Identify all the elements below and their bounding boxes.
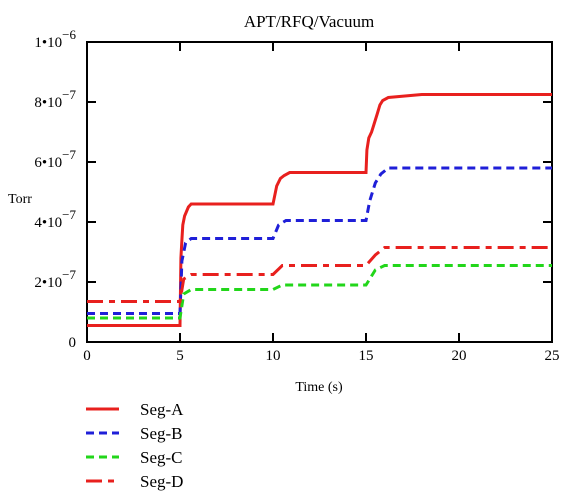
series-layer <box>87 93 552 327</box>
chart-title: APT/RFQ/Vacuum <box>244 12 374 31</box>
series-line-seg-b <box>87 166 552 315</box>
y-tick-label: 2•10−7 <box>34 267 76 291</box>
y-tick-label: 4•10−7 <box>34 207 76 231</box>
x-axis-label: Time (s) <box>295 380 343 395</box>
series-line-seg-c <box>87 264 552 320</box>
x-tick-label: 20 <box>452 348 467 364</box>
legend-label-seg-b: Seg-B <box>140 424 183 443</box>
series-line-seg-d <box>87 246 552 303</box>
y-axis: 0 2•10−7 4•10−7 6•10−7 8•10−7 1•10−6 <box>34 27 552 351</box>
plot-frame <box>86 41 553 343</box>
y-tick-label: 6•10−7 <box>34 147 76 171</box>
x-tick-label: 25 <box>545 348 560 364</box>
legend-label-seg-c: Seg-C <box>140 448 183 467</box>
legend: Seg-A Seg-B Seg-C Seg-D <box>86 400 184 491</box>
x-axis: 0 5 10 15 20 25 <box>83 42 560 364</box>
legend-label-seg-d: Seg-D <box>140 472 183 491</box>
series-line-seg-a <box>87 93 552 327</box>
y-axis-label: Torr <box>8 192 32 207</box>
x-tick-label: 10 <box>266 348 281 364</box>
legend-label-seg-a: Seg-A <box>140 400 184 419</box>
x-tick-label: 5 <box>176 348 184 364</box>
y-tick-label: 8•10−7 <box>34 87 76 111</box>
y-tick-label: 0 <box>69 335 77 351</box>
x-tick-label: 0 <box>83 348 91 364</box>
y-tick-label: 1•10−6 <box>34 27 76 51</box>
x-tick-label: 15 <box>359 348 374 364</box>
